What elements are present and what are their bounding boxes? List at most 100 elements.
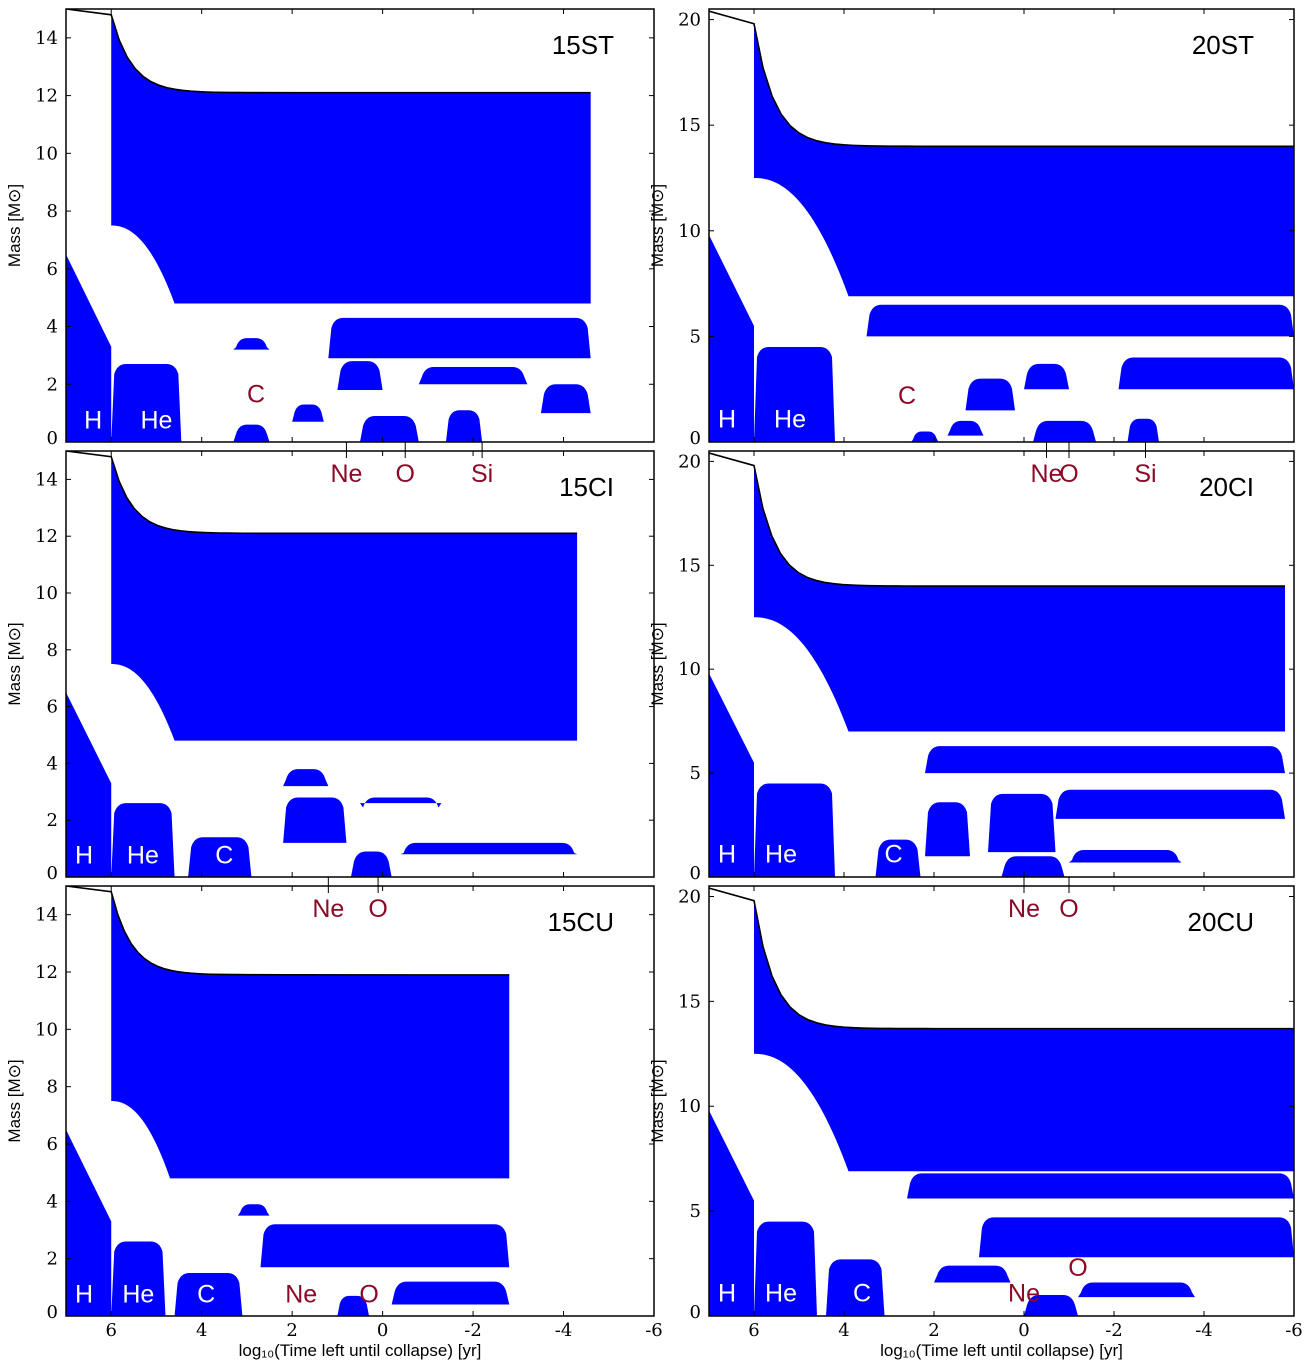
- burning-region-label: O: [1068, 1254, 1087, 1282]
- convective-region: [337, 361, 383, 391]
- burning-region-label: Ne: [1008, 1279, 1040, 1307]
- y-tick-label: 2: [47, 1249, 58, 1270]
- y-tick-label: 14: [35, 469, 58, 490]
- convective-region: [445, 410, 483, 442]
- convective-region: [754, 1221, 817, 1316]
- burning-region-label: He: [774, 405, 806, 433]
- panel-15st: 0 2 4 6 8 10 12 14 Mass [M⊙] 15ST H He C Ne O Si: [5, 8, 655, 488]
- panel-plot-area: [66, 886, 510, 1316]
- x-tick-label: 6: [748, 1320, 759, 1341]
- x-tick-label: -6: [645, 1320, 663, 1341]
- burning-region-label: H: [75, 1281, 93, 1309]
- burning-marker-label: O: [1059, 895, 1078, 923]
- y-axis-label: Mass [M⊙]: [5, 622, 24, 705]
- y-tick-label: 10: [35, 143, 58, 164]
- convective-region: [947, 420, 984, 436]
- y-axis-label: Mass [M⊙]: [648, 1059, 667, 1142]
- burning-region-label: He: [122, 1281, 154, 1309]
- convective-region: [709, 673, 754, 877]
- burning-region-label: C: [215, 842, 233, 870]
- x-tick-label: -4: [555, 1320, 573, 1341]
- burning-marker-label: Ne: [1031, 460, 1063, 488]
- convective-region: [111, 1241, 166, 1316]
- burning-region-label: O: [359, 1281, 378, 1309]
- x-tick-label: 6: [106, 1320, 117, 1341]
- y-tick-label: 5: [690, 1201, 701, 1222]
- burning-region-label: H: [718, 1279, 736, 1307]
- convective-region: [237, 1204, 270, 1216]
- y-tick-label: 20: [678, 451, 701, 472]
- convective-region: [400, 842, 578, 855]
- x-tick-label: -2: [464, 1320, 482, 1341]
- convective-region: [1024, 1295, 1078, 1316]
- convective-region: [66, 692, 112, 877]
- convective-region: [988, 793, 1056, 853]
- y-tick-label: 14: [35, 905, 58, 926]
- convective-region: [866, 304, 1294, 337]
- panel-plot-area: [709, 10, 1294, 442]
- surface-mass-line: [66, 9, 591, 94]
- y-axis-label: Mass [M⊙]: [648, 622, 667, 705]
- burning-region-label: C: [898, 382, 916, 410]
- convective-region: [1033, 420, 1096, 442]
- convective-region: [260, 1224, 510, 1268]
- burning-marker-label: O: [1059, 460, 1078, 488]
- convective-region: [911, 431, 939, 442]
- y-tick-label: 5: [690, 326, 701, 347]
- convective-region: [283, 797, 347, 843]
- burning-marker-label: Ne: [312, 895, 344, 923]
- y-tick-label: 10: [678, 221, 701, 242]
- convective-region: [111, 456, 578, 741]
- burning-region-label: He: [765, 841, 797, 869]
- y-tick-label: 14: [35, 28, 58, 49]
- burning-region-label: C: [853, 1279, 871, 1307]
- surface-mass-line: [709, 887, 1294, 1030]
- burning-region-label: H: [84, 406, 102, 434]
- x-axis-label: log₁₀(Time left until collapse) [yr]: [239, 1341, 482, 1360]
- x-tick-label: -4: [1195, 1320, 1213, 1341]
- convective-region: [360, 416, 419, 442]
- convective-region: [1127, 418, 1159, 442]
- x-tick-label: 0: [1018, 1320, 1029, 1341]
- convective-region: [66, 1129, 112, 1316]
- y-tick-label: 10: [678, 659, 701, 680]
- panel-plot-area: [66, 451, 578, 877]
- convective-region: [66, 254, 112, 442]
- convective-region: [754, 465, 1285, 732]
- y-tick-label: 20: [678, 10, 701, 31]
- panel-title: 20CI: [1199, 472, 1254, 502]
- convective-region: [540, 384, 591, 414]
- burning-marker-label: Si: [471, 460, 493, 488]
- panel-15ci: 0 2 4 6 8 10 12 14 Mass [M⊙] 15CI H He C Ne O: [5, 450, 655, 923]
- y-tick-label: 6: [47, 697, 58, 718]
- y-tick-label: 0: [690, 1302, 701, 1323]
- convective-region: [1024, 363, 1069, 390]
- convective-region: [1055, 789, 1285, 819]
- convective-region: [934, 1265, 1011, 1283]
- burning-region-label: H: [75, 842, 93, 870]
- y-tick-label: 2: [47, 810, 58, 831]
- y-tick-label: 10: [35, 1019, 58, 1040]
- panel-frame: [708, 450, 1295, 878]
- y-axis-label: Mass [M⊙]: [648, 184, 667, 267]
- y-tick-label: 12: [35, 86, 58, 107]
- panel-plot-area: [709, 887, 1294, 1316]
- panel-frame: [708, 8, 1295, 443]
- burning-marker-label: Ne: [1008, 895, 1040, 923]
- y-tick-label: 15: [678, 115, 701, 136]
- x-tick-label: 2: [928, 1320, 939, 1341]
- burning-region-label: C: [247, 380, 265, 408]
- y-tick-label: 15: [678, 991, 701, 1012]
- burning-region-label: He: [140, 406, 172, 434]
- burning-marker-label: Si: [1134, 460, 1156, 488]
- convective-region: [233, 338, 270, 350]
- x-axis-label: log₁₀(Time left until collapse) [yr]: [880, 1341, 1123, 1360]
- y-tick-label: 8: [47, 201, 58, 222]
- convective-region: [1118, 357, 1294, 390]
- burning-region-label: H: [718, 841, 736, 869]
- burning-marker-label: Ne: [330, 460, 362, 488]
- y-tick-label: 12: [35, 526, 58, 547]
- panel-title: 15ST: [552, 30, 614, 60]
- convective-region: [826, 1259, 885, 1316]
